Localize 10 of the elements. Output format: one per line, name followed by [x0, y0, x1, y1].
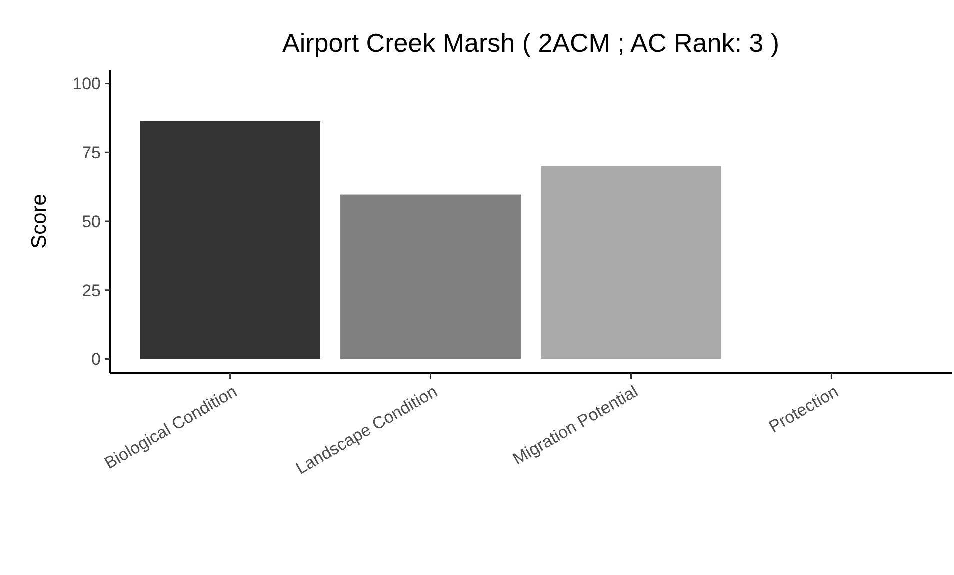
chart-title: Airport Creek Marsh ( 2ACM ; AC Rank: 3 ) — [282, 28, 780, 58]
y-tick-label: 25 — [82, 281, 101, 300]
y-tick-label: 75 — [82, 144, 101, 163]
y-tick-label: 100 — [72, 74, 101, 94]
bar — [340, 194, 521, 360]
bar — [541, 166, 722, 360]
y-tick-label: 0 — [92, 350, 101, 370]
y-axis-title: Score — [28, 194, 51, 249]
bar — [140, 122, 320, 360]
y-tick-label: 50 — [82, 212, 101, 232]
